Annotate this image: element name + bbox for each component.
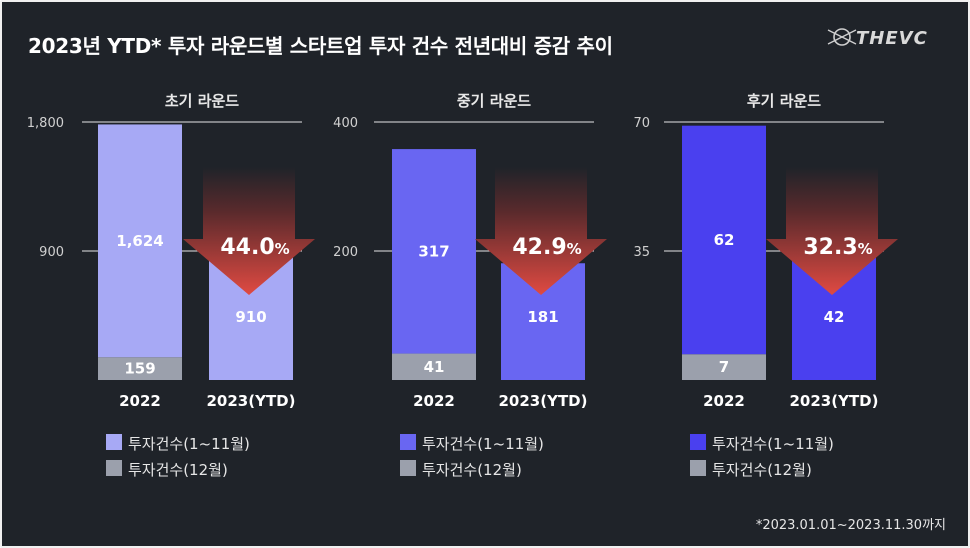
panel-title: 후기 라운드	[747, 92, 821, 110]
logo-text: THEVC	[856, 28, 928, 49]
x-tick-label: 2023(YTD)	[498, 392, 587, 410]
legend-label-main: 투자건수(1~11월)	[128, 435, 250, 453]
footnote: *2023.01.01~2023.11.30까지	[755, 518, 946, 533]
change-percent-label: 32.3%	[803, 235, 872, 260]
decrease-arrow-icon	[766, 167, 898, 295]
y-tick-label: 1,800	[27, 116, 64, 131]
value-label-2023: 42	[824, 308, 845, 326]
decrease-arrow-icon	[183, 167, 315, 295]
thevc-logo-icon	[827, 28, 857, 46]
legend-swatch-dec	[400, 460, 416, 476]
legend-swatch-main	[106, 434, 122, 450]
bar-2022-dec	[392, 353, 476, 380]
value-label-2022-main: 1,624	[116, 232, 163, 250]
legend-swatch-dec	[106, 460, 122, 476]
legend-label-dec: 투자건수(12월)	[128, 461, 228, 479]
value-label-2022-main: 62	[714, 231, 735, 249]
value-label-2022-main: 317	[418, 242, 449, 260]
x-tick-label: 2022	[703, 392, 745, 410]
legend-swatch-dec	[690, 460, 706, 476]
legend-swatch-main	[400, 434, 416, 450]
legend-label-main: 투자건수(1~11월)	[712, 435, 834, 453]
panel-title: 중기 라운드	[457, 92, 531, 110]
y-tick-label: 400	[333, 116, 358, 131]
legend-label-main: 투자건수(1~11월)	[422, 435, 544, 453]
x-tick-label: 2022	[413, 392, 455, 410]
value-label-2023: 181	[527, 308, 558, 326]
x-tick-label: 2023(YTD)	[206, 392, 295, 410]
value-label-2022-dec: 7	[719, 358, 729, 376]
y-tick-label: 35	[633, 245, 650, 260]
change-percent-label: 44.0%	[220, 235, 289, 260]
bar-2022-main	[392, 149, 476, 354]
value-label-2022-dec: 159	[124, 360, 155, 378]
legend-swatch-main	[690, 434, 706, 450]
x-tick-label: 2023(YTD)	[789, 392, 878, 410]
bar-2022-dec	[98, 357, 182, 380]
decrease-arrow-icon	[475, 167, 607, 295]
bar-2022-main	[98, 124, 182, 358]
legend-label-dec: 투자건수(12월)	[712, 461, 812, 479]
value-label-2023: 910	[235, 308, 266, 326]
bar-2022-dec	[682, 354, 766, 380]
y-tick-label: 900	[39, 245, 64, 260]
y-tick-label: 70	[633, 116, 650, 131]
legend-label-dec: 투자건수(12월)	[422, 461, 522, 479]
panel-title: 초기 라운드	[165, 92, 239, 110]
x-tick-label: 2022	[119, 392, 161, 410]
y-tick-label: 200	[333, 245, 358, 260]
page-title: 2023년 YTD* 투자 라운드별 스타트업 투자 건수 전년대비 증감 추이	[28, 34, 613, 58]
bar-2022-main	[682, 125, 766, 355]
change-percent-label: 42.9%	[512, 235, 581, 260]
value-label-2022-dec: 41	[424, 358, 445, 376]
